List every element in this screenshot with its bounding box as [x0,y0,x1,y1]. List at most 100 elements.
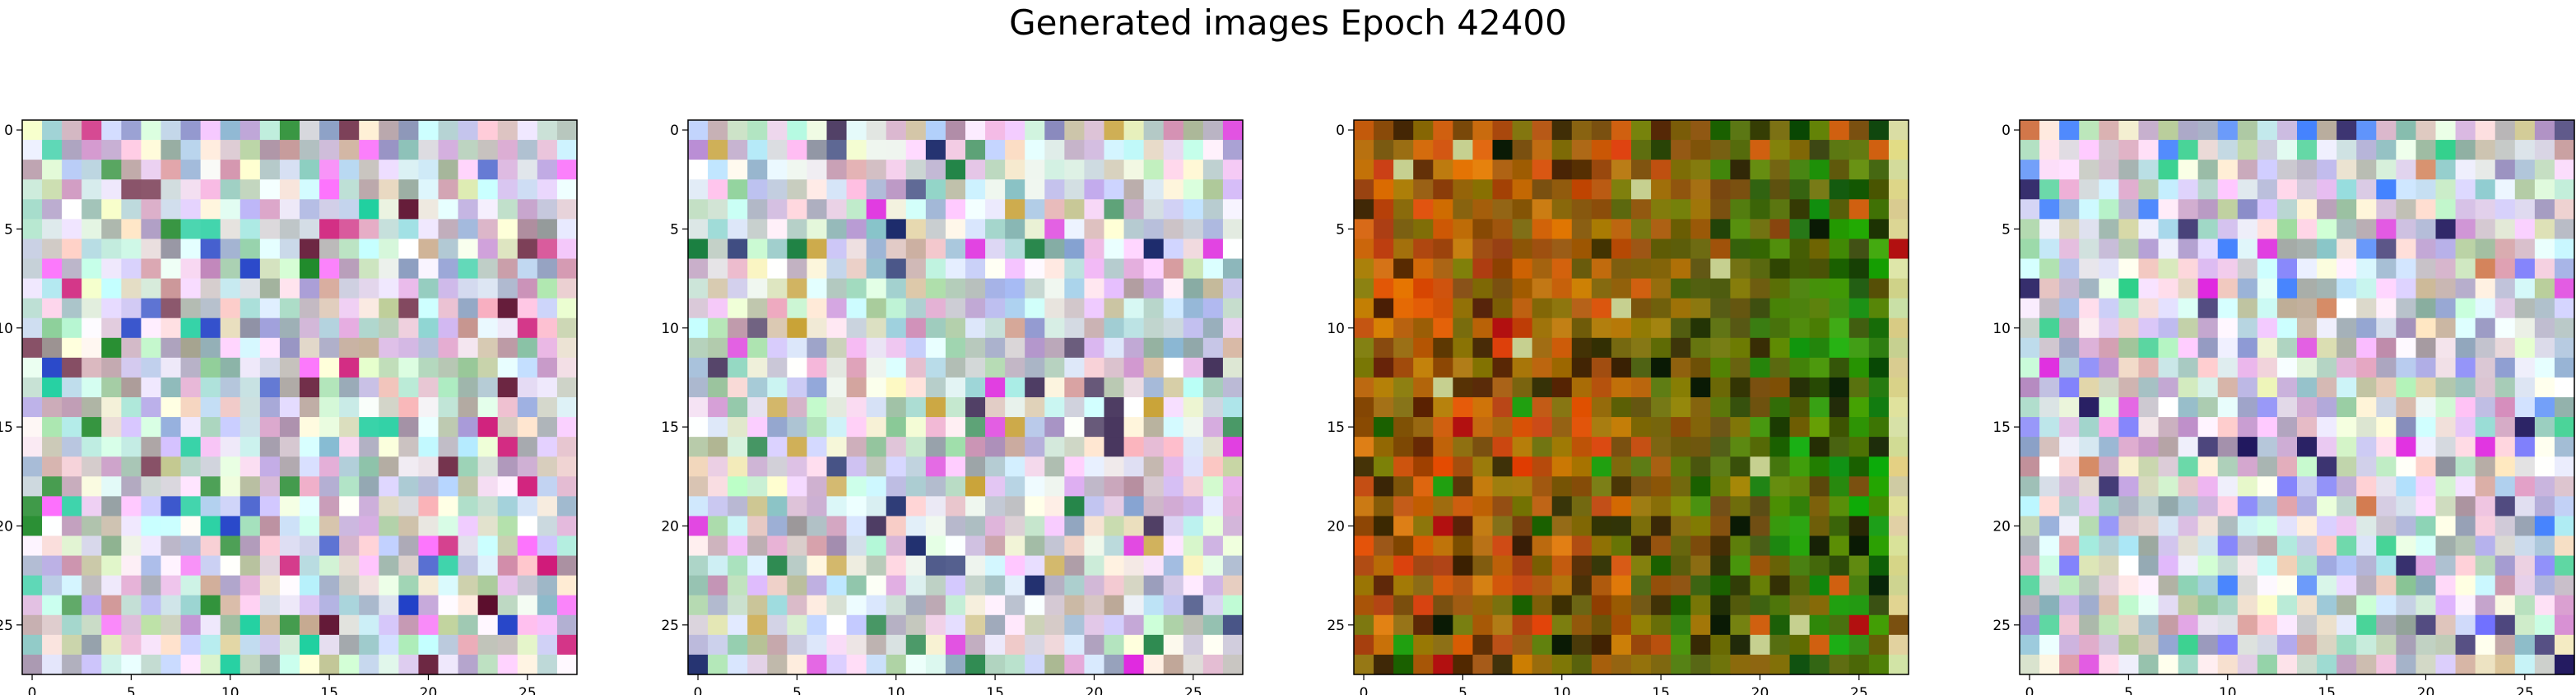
panel-4-pixel [2138,496,2160,517]
panel-4-pixel [2020,417,2040,438]
panel-3-pixel [1453,140,1474,160]
panel-1-pixel [62,595,82,616]
panel-2-pixel [1044,120,1065,141]
panel-2-pixel [985,179,1006,200]
panel-3-pixel [1453,179,1474,200]
panel-1-pixel [300,317,320,339]
panel-3-pixel [1492,120,1514,141]
panel-4-pixel [2495,278,2516,299]
panel-4-pixel [2217,179,2239,200]
panel-2-pixel [1143,337,1165,359]
panel-4-pixel [2416,516,2437,537]
panel-4-pixel [2217,437,2239,457]
panel-3-pixel [1671,179,1691,200]
panel-1-pixel [537,357,558,378]
panel-4-pixel [2059,357,2080,378]
panel-1-pixel [379,120,399,141]
panel-1-pixel [81,160,102,180]
panel-4-pixel [2337,179,2357,200]
panel-2-pixel [925,456,946,477]
panel-1-pixel [359,516,379,537]
panel-1-y-tick-label: 5 [4,221,13,238]
panel-2-pixel [1123,417,1145,438]
panel-1-pixel [62,476,82,497]
panel-2-pixel [807,614,828,636]
panel-3-pixel [1374,160,1394,180]
panel-1-pixel [319,199,340,220]
panel-4-pixel [2197,120,2219,141]
panel-4-pixel [2337,160,2357,180]
panel-1-x-tick-label: 10 [221,685,239,695]
panel-4-pixel [2079,140,2099,160]
panel-1-pixel [418,417,439,438]
panel-1-pixel [339,357,360,378]
panel-1-pixel [121,535,142,557]
panel-4-pixel [2237,357,2258,378]
panel-2-pixel [886,298,907,319]
panel-2-pixel [1044,179,1065,200]
panel-2-pixel [965,239,986,260]
panel-2-pixel [747,417,768,438]
panel-4-pixel [2435,397,2457,418]
panel-4-pixel [2217,516,2239,537]
panel-4-pixel [2475,179,2496,200]
panel-1-pixel [81,614,102,636]
panel-4-pixel [2297,516,2318,537]
panel-1-pixel [259,120,281,141]
panel-2-pixel [985,357,1006,378]
panel-1-pixel [458,298,479,319]
panel-4-pixel [2059,397,2080,418]
panel-2-x-tick-label: 0 [694,685,703,695]
panel-1-pixel [537,179,558,200]
panel-4-pixel [2514,634,2536,656]
panel-1-pixel [42,298,63,319]
panel-4-pixel [2257,397,2278,418]
panel-1-pixel [319,120,340,141]
panel-1-pixel [517,535,538,557]
panel-1-pixel [300,357,320,378]
panel-1-pixel [160,575,182,596]
panel-2-pixel [1163,397,1184,418]
panel-2-pixel [1143,199,1165,220]
panel-1-pixel [220,634,241,656]
panel-2-pixel [807,516,828,537]
panel-4-pixel [2356,614,2377,636]
panel-3-pixel [1651,140,1672,160]
panel-3-pixel [1829,199,1850,220]
panel-1-pixel [517,160,538,180]
panel-2-pixel [1222,397,1244,418]
panel-4-pixel [2356,140,2377,160]
panel-1-pixel [259,160,281,180]
panel-4-pixel [2376,298,2397,319]
panel-1-pixel [497,140,518,160]
panel-2-pixel [1202,397,1224,418]
panel-1-pixel [398,179,420,200]
panel-2-pixel [846,278,867,299]
panel-2-pixel [826,437,848,457]
panel-2-pixel [1183,219,1204,240]
panel-2-pixel [1123,397,1145,418]
panel-1-pixel [279,140,300,160]
panel-4-pixel [2197,258,2219,280]
panel-1-pixel [319,634,340,656]
panel-1-pixel [497,614,518,636]
panel-4-pixel [2475,634,2496,656]
panel-1-pixel [418,179,439,200]
panel-4-pixel [2039,140,2060,160]
panel-2-pixel [826,357,848,378]
panel-3-pixel [1631,199,1652,220]
panel-4-pixel [2138,239,2160,260]
panel-2-pixel [1222,377,1244,398]
panel-4-pixel [2534,377,2555,398]
panel-4-pixel [2039,199,2060,220]
panel-1-pixel [339,140,360,160]
panel-2-pixel [787,516,808,537]
panel-2-pixel [1005,476,1025,497]
panel-4-pixel [2356,575,2377,596]
panel-2-pixel [1005,199,1025,220]
panel-4-pixel [2079,555,2099,577]
panel-2-pixel [1005,634,1025,656]
panel-4-pixel [2276,278,2298,299]
panel-2-pixel [807,179,828,200]
panel-1-pixel [200,377,221,398]
